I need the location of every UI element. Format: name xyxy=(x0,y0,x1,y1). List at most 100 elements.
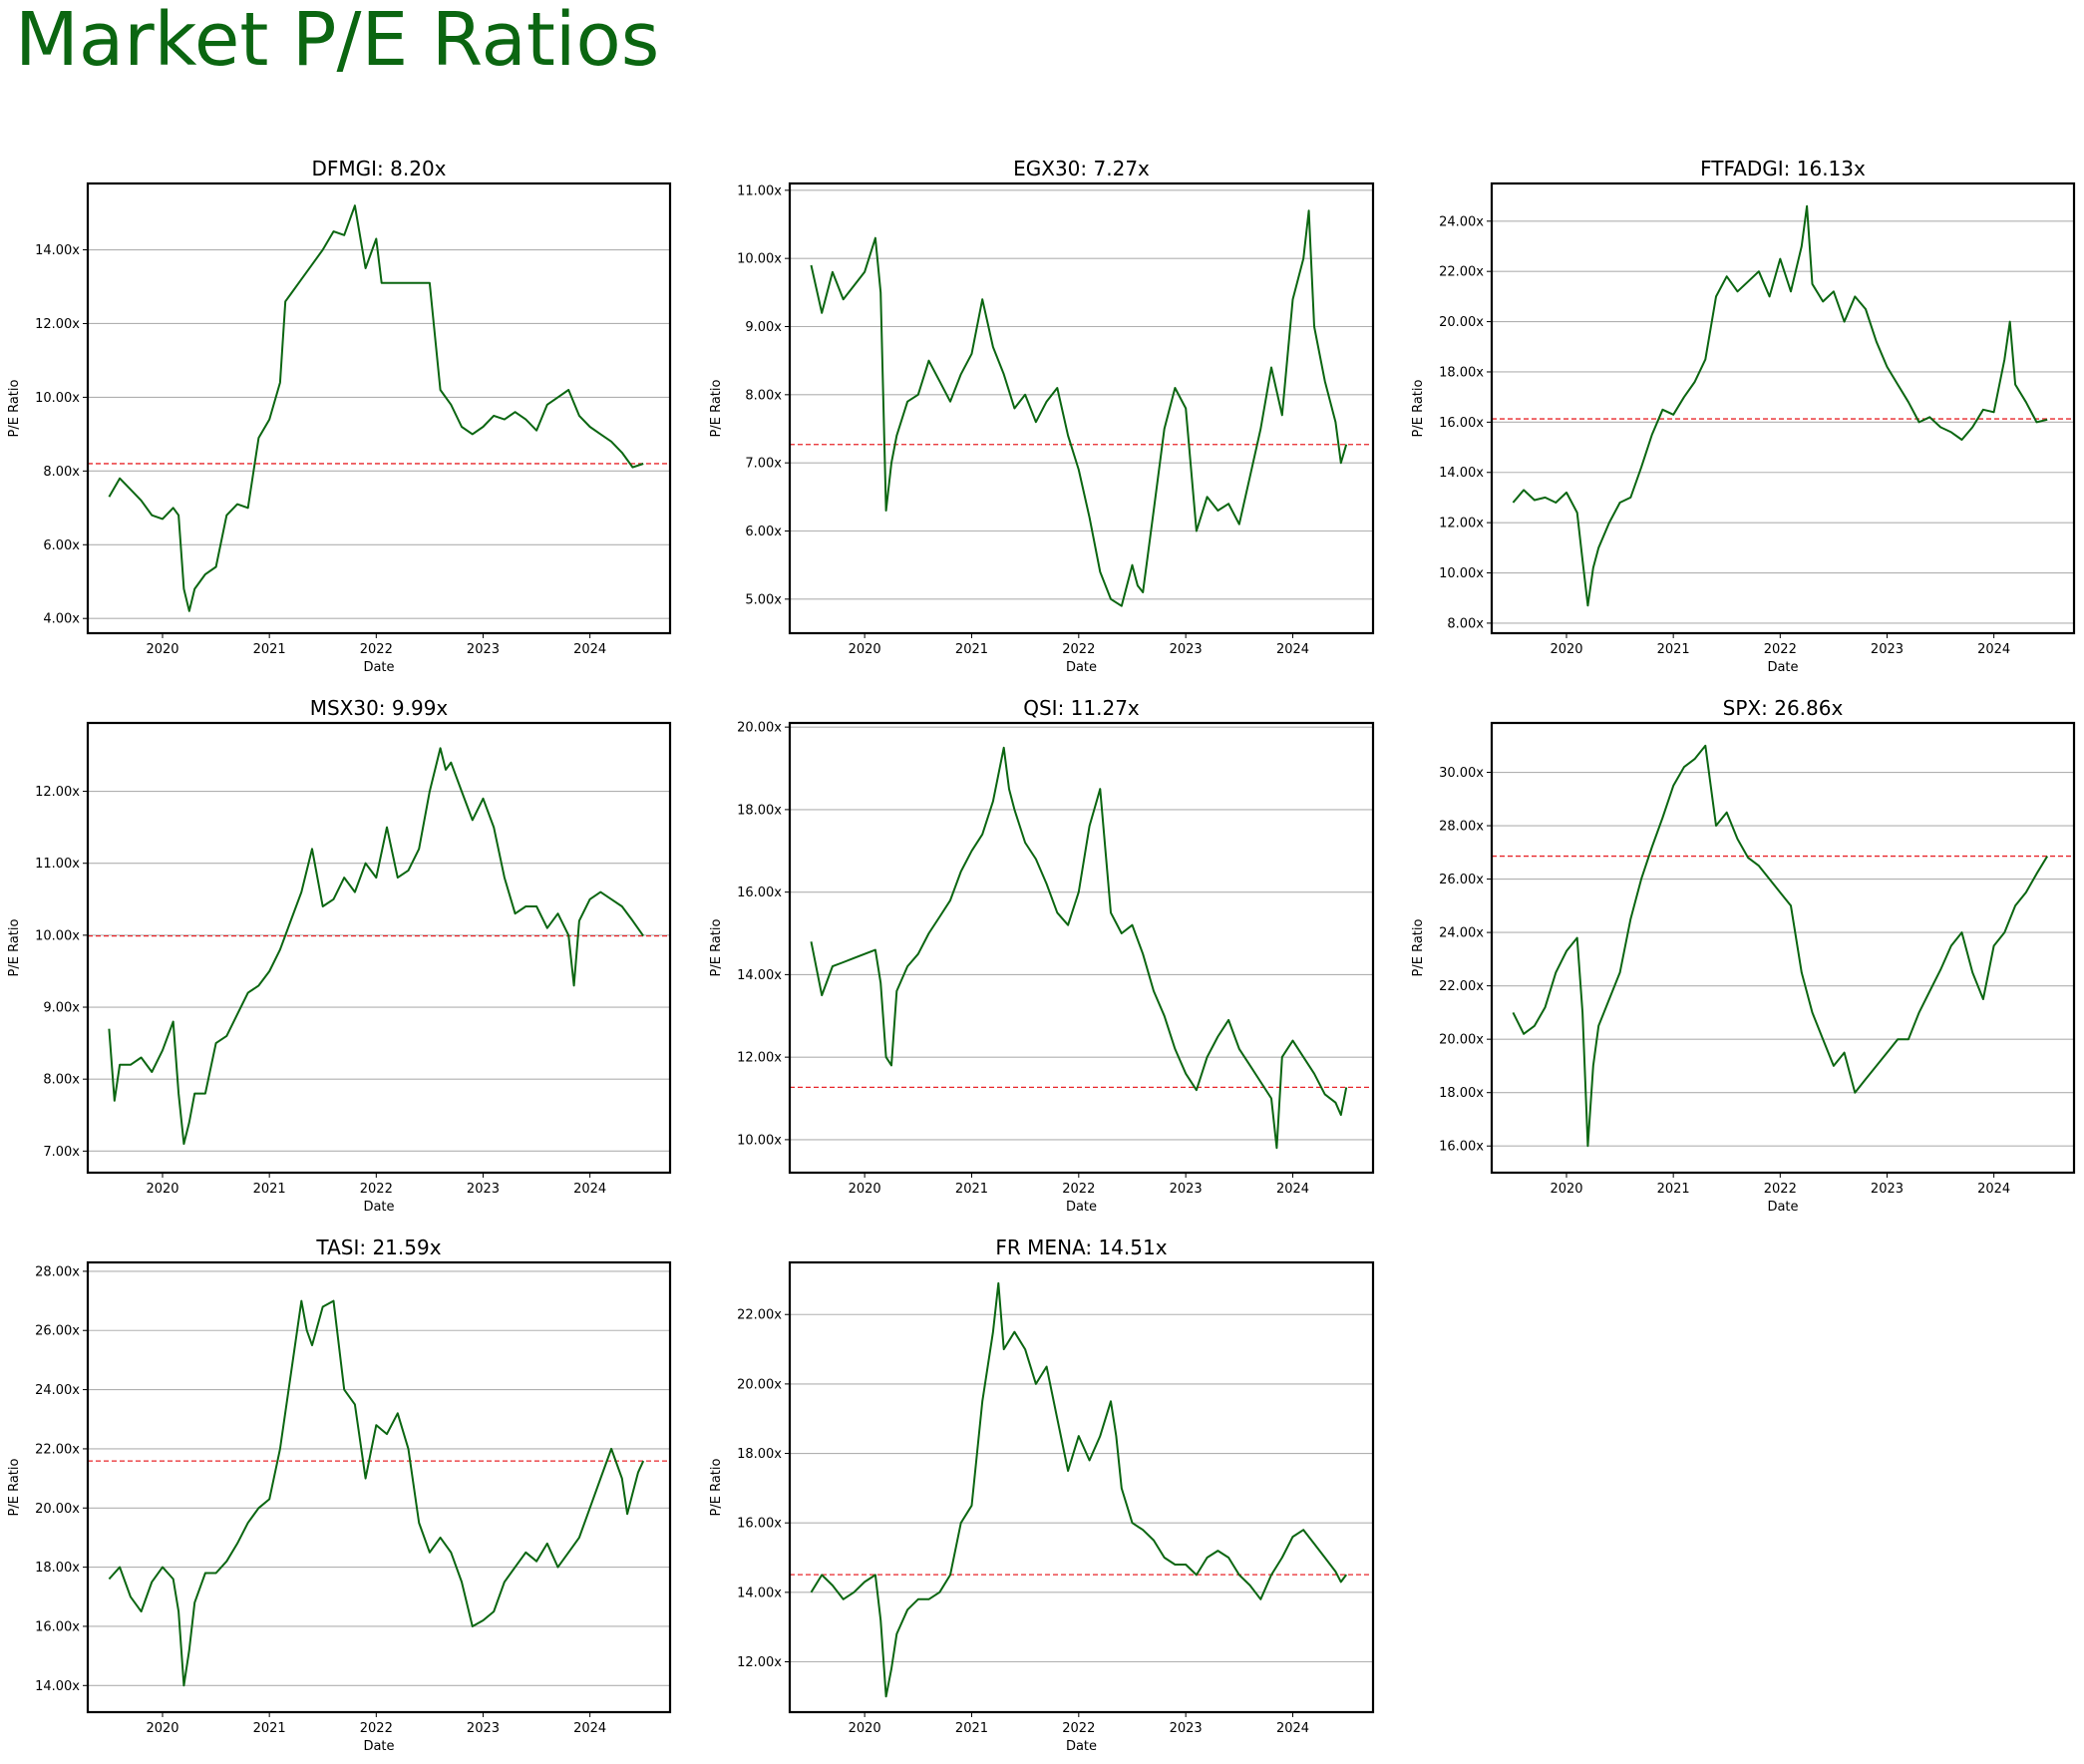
data-point xyxy=(483,798,485,800)
data-point xyxy=(1270,367,1272,369)
data-point xyxy=(1640,467,1642,469)
data-point xyxy=(1876,341,1878,343)
data-point xyxy=(1035,421,1037,423)
data-point xyxy=(1565,950,1567,952)
y-tick-label: 26.00x xyxy=(1439,873,1484,887)
data-point xyxy=(1747,280,1749,282)
y-tick-label: 8.00x xyxy=(43,1073,80,1088)
data-point xyxy=(257,1507,259,1509)
data-point xyxy=(1726,812,1728,814)
data-point xyxy=(311,1344,313,1346)
data-point xyxy=(1292,1536,1294,1538)
y-tick-label: 18.00x xyxy=(1439,365,1484,380)
data-point xyxy=(130,1064,132,1066)
y-tick-label: 14.00x xyxy=(1439,466,1484,481)
data-point xyxy=(493,827,495,829)
y-tick-label: 18.00x xyxy=(737,1447,782,1462)
data-point xyxy=(2003,358,2005,360)
data-point xyxy=(1597,1025,1599,1027)
data-point xyxy=(2025,891,2027,893)
data-point xyxy=(971,850,973,852)
data-point xyxy=(1672,785,1674,787)
data-point xyxy=(885,1056,887,1058)
data-point xyxy=(333,898,335,900)
data-point xyxy=(1216,1036,1218,1038)
page-title: Market P/E Ratios xyxy=(15,0,660,83)
y-tick-label: 12.00x xyxy=(737,1655,782,1670)
data-point xyxy=(906,965,908,967)
data-point xyxy=(1207,496,1209,498)
data-point xyxy=(450,404,452,406)
data-point xyxy=(151,515,153,517)
data-point xyxy=(567,934,569,936)
y-tick-label: 20.00x xyxy=(35,1502,80,1517)
data-point xyxy=(1013,408,1015,410)
data-point xyxy=(1207,1056,1209,1058)
data-point xyxy=(445,769,447,771)
data-point xyxy=(1844,1052,1846,1054)
series-line-ftfadgi xyxy=(1512,204,2048,607)
data-point xyxy=(890,1064,892,1066)
y-tick-label: 5.00x xyxy=(745,592,782,607)
data-point xyxy=(1694,758,1696,760)
x-tick-label: 2021 xyxy=(253,1721,286,1736)
x-tick-label: 2023 xyxy=(1170,1721,1203,1736)
data-point xyxy=(1056,1418,1058,1420)
data-point xyxy=(928,1598,930,1600)
data-point xyxy=(626,1513,628,1515)
data-point xyxy=(1142,1529,1144,1531)
x-tick-label: 2023 xyxy=(1170,1182,1203,1197)
data-point xyxy=(108,1028,110,1030)
data-point xyxy=(1174,1564,1176,1566)
data-point xyxy=(130,489,132,491)
chart-egx30: 5.00x 6.00x 7.00x 8.00x 9.00x 10.00x 11.00x 202… xyxy=(709,157,1375,675)
data-point xyxy=(1334,1102,1336,1104)
data-point xyxy=(524,905,526,907)
data-point xyxy=(853,957,855,959)
plot-frame xyxy=(86,721,672,1175)
data-point xyxy=(1812,1011,1814,1013)
data-point xyxy=(119,1567,121,1569)
data-point xyxy=(225,1035,227,1037)
data-point xyxy=(1545,497,1547,499)
data-point xyxy=(864,953,866,955)
data-point xyxy=(1216,510,1218,512)
data-point xyxy=(1089,825,1091,827)
data-point xyxy=(1292,298,1294,300)
y-tick-label: 6.00x xyxy=(745,525,782,539)
data-point xyxy=(1110,1400,1112,1402)
data-point xyxy=(1822,300,1824,302)
data-point xyxy=(2025,401,2027,403)
data-point xyxy=(1661,817,1663,819)
y-tick-label: 8.00x xyxy=(745,388,782,403)
data-point xyxy=(493,1610,495,1612)
x-tick-label: 2020 xyxy=(146,642,178,657)
x-tick-label: 2021 xyxy=(253,642,286,657)
data-point xyxy=(832,1585,834,1587)
data-point xyxy=(1345,444,1347,446)
data-point xyxy=(992,1331,994,1333)
data-point xyxy=(1259,1081,1261,1083)
data-point xyxy=(311,263,313,265)
data-point xyxy=(960,1522,962,1524)
data-point xyxy=(1961,931,1963,933)
y-tick-label: 10.00x xyxy=(1439,566,1484,581)
x-tick-label: 2022 xyxy=(1764,642,1797,657)
data-point xyxy=(997,1282,999,1284)
data-point xyxy=(1238,1574,1240,1576)
data-point xyxy=(843,1598,845,1600)
data-point xyxy=(151,1071,153,1073)
y-axis-label: P/E Ratio xyxy=(7,1458,22,1516)
data-point xyxy=(1164,1557,1166,1559)
data-point xyxy=(1737,290,1739,292)
data-point xyxy=(2036,421,2038,423)
x-tick-label: 2021 xyxy=(1657,1182,1690,1197)
data-point xyxy=(960,373,962,375)
x-tick-label: 2023 xyxy=(467,1721,500,1736)
y-tick-label: 18.00x xyxy=(737,803,782,818)
data-point xyxy=(1597,546,1599,548)
data-point xyxy=(1928,990,1930,992)
data-point xyxy=(225,1561,227,1563)
data-point xyxy=(879,291,881,293)
